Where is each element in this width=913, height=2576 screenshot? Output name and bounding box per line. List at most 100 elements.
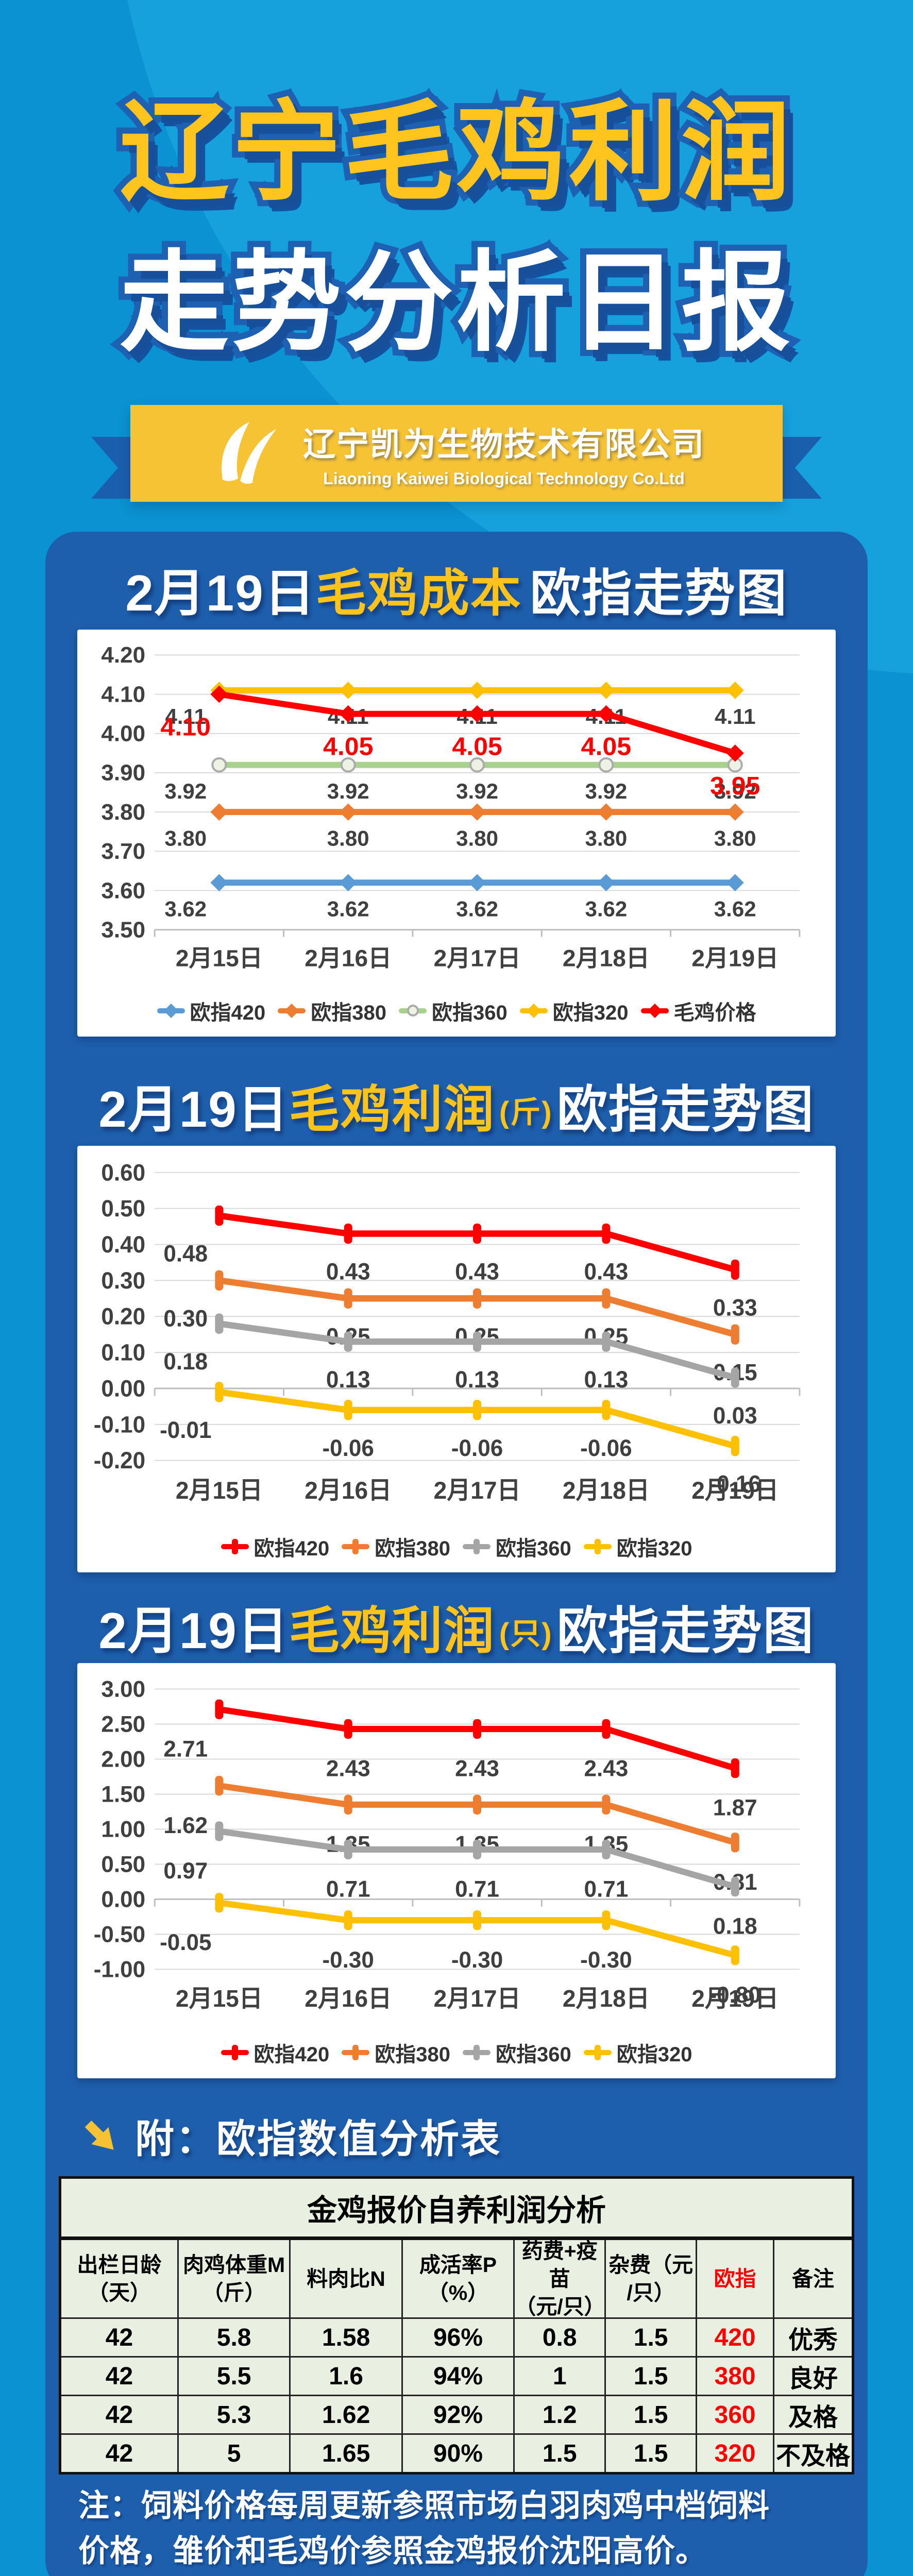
svg-text:4.20: 4.20 xyxy=(101,642,145,668)
table-header-cell: 成活率P （%） xyxy=(401,2240,513,2317)
svg-text:-0.80: -0.80 xyxy=(709,1982,761,2008)
svg-text:2月15日: 2月15日 xyxy=(176,1985,263,2012)
svg-text:2月16日: 2月16日 xyxy=(305,1477,392,1504)
svg-text:0.13: 0.13 xyxy=(326,1366,370,1393)
table-title: 金鸡报价自养利润分析 xyxy=(61,2179,852,2240)
table-header-cell: 料肉比N xyxy=(289,2240,401,2317)
company-banner: 辽宁凯为生物技术有限公司 Liaoning Kaiwei Biological … xyxy=(130,405,783,502)
svg-text:3.92: 3.92 xyxy=(456,779,498,803)
table-cell: 及格 xyxy=(773,2395,852,2433)
legend-item: 欧指360 xyxy=(463,1532,571,1562)
svg-text:2月16日: 2月16日 xyxy=(305,1985,392,2012)
svg-text:0.00: 0.00 xyxy=(101,1376,145,1402)
table-cell: 1.6 xyxy=(289,2356,401,2395)
svg-text:3.62: 3.62 xyxy=(164,897,207,921)
heading3-highlight: 毛鸡利润 xyxy=(289,1602,495,1659)
table-cell: 96% xyxy=(401,2317,514,2356)
table-cell: 1.5 xyxy=(604,2317,696,2356)
svg-text:0.30: 0.30 xyxy=(163,1306,208,1332)
table-cell: 1 xyxy=(513,2356,605,2395)
profit-per-jin-chart: 0.60 0.50 0.40 0.30 0.20 0.10 0.00 -0.10 -0.20 2月… xyxy=(94,1160,801,1504)
table-cell: 42 xyxy=(61,2317,177,2356)
table-cell: 94% xyxy=(401,2356,514,2395)
footnote-line1: 注：饲料价格每周更新参照市场白羽肉鸡中档饲料 xyxy=(78,2488,770,2523)
table-cell: 1.5 xyxy=(604,2356,696,2395)
table-cell: 不及格 xyxy=(773,2433,852,2472)
svg-text:-0.20: -0.20 xyxy=(94,1448,145,1474)
svg-text:3.80: 3.80 xyxy=(714,826,756,851)
legend-item: 欧指380 xyxy=(342,1532,450,1562)
svg-text:2.43: 2.43 xyxy=(455,1756,499,1781)
svg-text:4.11: 4.11 xyxy=(165,704,207,728)
heading2-highlight: 毛鸡利润 xyxy=(289,1081,495,1138)
heading3-unit: (只) xyxy=(499,1617,553,1651)
svg-text:0.18: 0.18 xyxy=(713,1913,757,1939)
table-header-cell: 杂费（元 /只） xyxy=(604,2240,696,2317)
table-cell: 420 xyxy=(696,2317,773,2356)
svg-text:2月18日: 2月18日 xyxy=(563,1985,650,2012)
svg-text:-0.30: -0.30 xyxy=(580,1947,632,1973)
svg-text:0.71: 0.71 xyxy=(326,1876,370,1902)
legend-item: 欧指420 xyxy=(221,1532,329,1562)
svg-text:0.13: 0.13 xyxy=(584,1366,629,1393)
table-cell: 5 xyxy=(177,2433,290,2472)
svg-text:-0.30: -0.30 xyxy=(323,1947,374,1973)
svg-text:3.50: 3.50 xyxy=(101,918,145,943)
legend-item: 欧指380 xyxy=(278,996,386,1026)
table-header-row: 出栏日龄 （天） 肉鸡体重M （斤） 料肉比N 成活率P （%） 药费+疫苗 （元/只）… xyxy=(61,2239,852,2318)
heading2-date: 2月19日 xyxy=(98,1081,289,1138)
svg-text:3.92: 3.92 xyxy=(327,779,369,803)
company-name-en: Liaoning Kaiwei Biological Technology Co… xyxy=(323,469,685,488)
table-row: 42 5.5 1.6 94% 1 1.5 380 良好 xyxy=(61,2356,852,2395)
table-cell: 5.8 xyxy=(177,2317,290,2356)
poster-title: 辽宁毛鸡利润 辽宁毛鸡利润 辽宁毛鸡利润 走势分析日报 走势分析日报 走势分析日… xyxy=(0,77,913,378)
svg-text:-1.00: -1.00 xyxy=(94,1957,145,1982)
svg-text:-0.30: -0.30 xyxy=(451,1947,503,1973)
appendix-heading: 附：欧指数值分析表 xyxy=(135,2117,501,2161)
footnote-line2: 价格，雏价和毛鸡价参照金鸡报价沈阳高价。 xyxy=(78,2534,707,2568)
title-line2-outline: 走势分析日报 xyxy=(113,235,797,370)
company-ribbon: 辽宁凯为生物技术有限公司 Liaoning Kaiwei Biological … xyxy=(91,405,822,502)
legend-item: 欧指420 xyxy=(221,2038,329,2067)
svg-text:1.50: 1.50 xyxy=(101,1782,145,1807)
legend-item: 欧指380 xyxy=(342,2038,450,2067)
svg-text:0.03: 0.03 xyxy=(713,1402,757,1429)
svg-text:0.97: 0.97 xyxy=(163,1858,208,1884)
svg-text:-0.06: -0.06 xyxy=(580,1435,632,1461)
svg-text:0.33: 0.33 xyxy=(713,1295,757,1321)
profit-per-bird-chart: 3.00 2.50 2.00 1.50 1.00 0.50 0.00 -0.50 -1.00 2月… xyxy=(94,1676,801,2012)
svg-text:2月19日: 2月19日 xyxy=(691,945,779,972)
svg-text:3.62: 3.62 xyxy=(456,897,498,921)
table-cell: 92% xyxy=(401,2395,514,2433)
svg-text:0.30: 0.30 xyxy=(101,1267,145,1294)
svg-text:0.71: 0.71 xyxy=(584,1876,629,1902)
poster-title-line1: 辽宁毛鸡利润 辽宁毛鸡利润 辽宁毛鸡利润 xyxy=(0,77,913,228)
table-cell: 良好 xyxy=(773,2356,852,2395)
svg-text:3.62: 3.62 xyxy=(714,897,756,921)
svg-text:2月17日: 2月17日 xyxy=(434,945,521,972)
table-cell: 42 xyxy=(61,2395,177,2433)
svg-text:2.43: 2.43 xyxy=(584,1756,629,1781)
table-cell: 1.5 xyxy=(604,2395,696,2433)
section-heading-cost: 2月19日毛鸡成本 欧指走势图 xyxy=(45,552,868,625)
svg-text:0.13: 0.13 xyxy=(455,1366,499,1393)
table-cell: 360 xyxy=(696,2395,773,2433)
svg-text:3.80: 3.80 xyxy=(327,826,369,851)
legend-item: 欧指420 xyxy=(157,996,265,1026)
heading2-suffix: 欧指走势图 xyxy=(556,1081,815,1138)
section-heading-profit-bird: 2月19日毛鸡利润 (只)欧指走势图 xyxy=(45,1590,868,1663)
svg-text:0.50: 0.50 xyxy=(101,1195,145,1222)
table-cell: 1.2 xyxy=(513,2395,605,2433)
svg-text:1.87: 1.87 xyxy=(713,1795,757,1821)
section-heading-profit-jin: 2月19日毛鸡利润 (斤)欧指走势图 xyxy=(45,1069,868,1142)
table-cell: 380 xyxy=(696,2356,773,2395)
svg-text:3.70: 3.70 xyxy=(101,839,145,864)
table-cell: 1.65 xyxy=(289,2433,401,2472)
svg-text:3.80: 3.80 xyxy=(585,826,627,851)
svg-text:-0.06: -0.06 xyxy=(451,1435,503,1461)
svg-text:2月17日: 2月17日 xyxy=(434,1985,521,2012)
table-cell: 42 xyxy=(61,2433,177,2472)
svg-text:-0.50: -0.50 xyxy=(94,1922,145,1947)
table-row: 42 5.3 1.62 92% 1.2 1.5 360 及格 xyxy=(61,2395,852,2433)
svg-text:0.71: 0.71 xyxy=(455,1876,499,1902)
